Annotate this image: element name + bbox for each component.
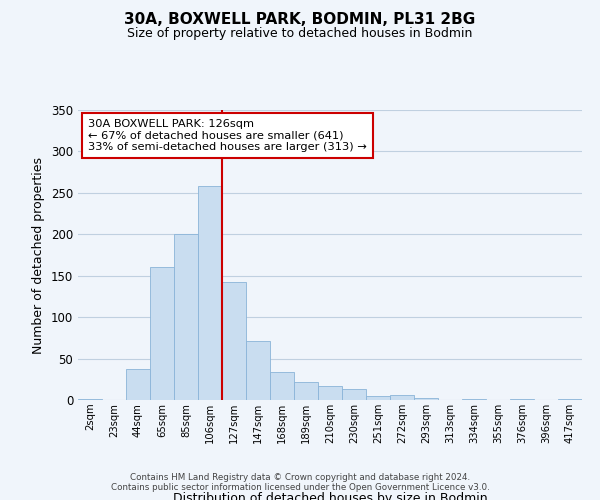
Bar	[414, 398, 438, 400]
Bar	[318, 386, 342, 400]
Bar	[174, 234, 198, 400]
Bar	[558, 399, 582, 400]
Bar	[510, 399, 534, 400]
Bar	[390, 395, 414, 400]
Bar	[150, 268, 174, 400]
Bar	[126, 368, 150, 400]
X-axis label: Distribution of detached houses by size in Bodmin: Distribution of detached houses by size …	[173, 492, 487, 500]
Text: Contains HM Land Registry data © Crown copyright and database right 2024.
Contai: Contains HM Land Registry data © Crown c…	[110, 473, 490, 492]
Bar	[462, 399, 486, 400]
Bar	[198, 186, 222, 400]
Text: 30A, BOXWELL PARK, BODMIN, PL31 2BG: 30A, BOXWELL PARK, BODMIN, PL31 2BG	[124, 12, 476, 28]
Bar	[78, 399, 102, 400]
Bar	[294, 382, 318, 400]
Bar	[222, 282, 246, 400]
Text: Size of property relative to detached houses in Bodmin: Size of property relative to detached ho…	[127, 28, 473, 40]
Y-axis label: Number of detached properties: Number of detached properties	[32, 156, 46, 354]
Bar	[342, 389, 366, 400]
Bar	[270, 372, 294, 400]
Text: 30A BOXWELL PARK: 126sqm
← 67% of detached houses are smaller (641)
33% of semi-: 30A BOXWELL PARK: 126sqm ← 67% of detach…	[88, 118, 367, 152]
Bar	[366, 396, 390, 400]
Bar	[246, 341, 270, 400]
